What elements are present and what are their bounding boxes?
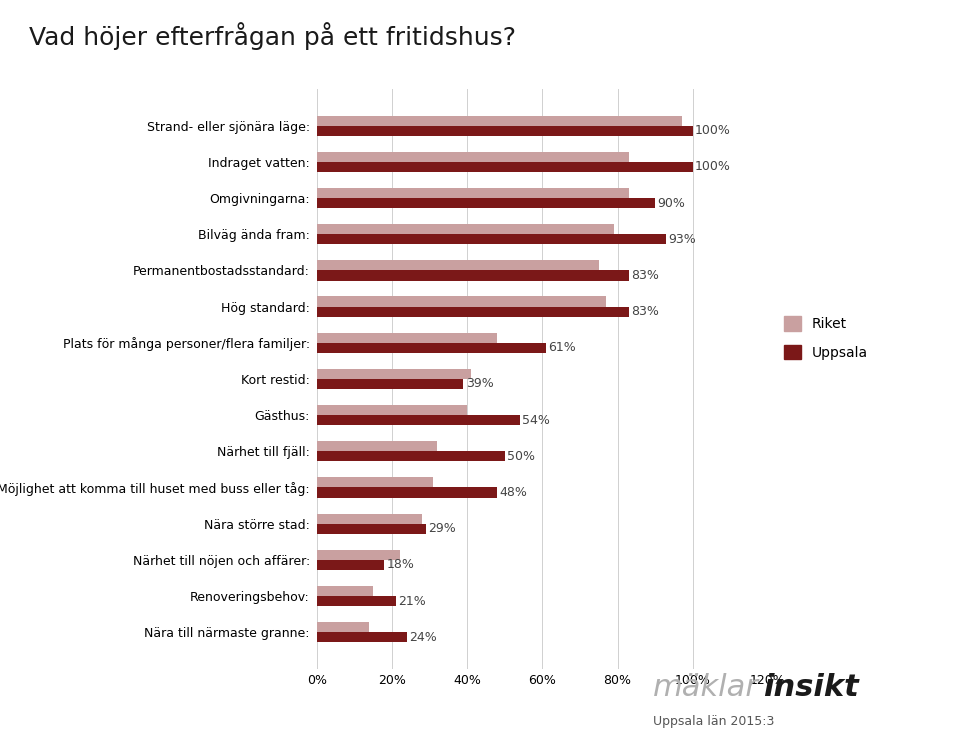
Text: 83%: 83% bbox=[631, 305, 659, 318]
Bar bbox=[317, 379, 464, 389]
Text: 100%: 100% bbox=[695, 160, 731, 173]
Bar bbox=[317, 333, 497, 343]
Text: 61%: 61% bbox=[548, 341, 576, 354]
Text: 100%: 100% bbox=[695, 124, 731, 137]
Text: 24%: 24% bbox=[409, 631, 437, 643]
Bar bbox=[317, 307, 629, 317]
Text: insikt: insikt bbox=[763, 673, 859, 702]
Bar bbox=[317, 162, 693, 172]
Bar bbox=[317, 524, 426, 533]
Text: 18%: 18% bbox=[387, 559, 415, 571]
Bar bbox=[317, 126, 693, 136]
Text: 48%: 48% bbox=[499, 486, 527, 499]
Bar bbox=[317, 115, 682, 126]
Bar bbox=[317, 260, 599, 270]
Bar bbox=[317, 234, 666, 244]
Bar bbox=[317, 369, 471, 379]
Text: 83%: 83% bbox=[631, 269, 659, 282]
Bar bbox=[317, 415, 520, 425]
Legend: Riket, Uppsala: Riket, Uppsala bbox=[784, 317, 868, 360]
Bar bbox=[317, 224, 613, 234]
Bar bbox=[317, 513, 422, 524]
Bar bbox=[317, 198, 655, 208]
Text: 93%: 93% bbox=[669, 233, 697, 246]
Text: 54%: 54% bbox=[522, 414, 550, 426]
Text: Vad höjer efterfrågan på ett fritidshus?: Vad höjer efterfrågan på ett fritidshus? bbox=[29, 22, 516, 51]
Bar bbox=[317, 296, 607, 307]
Bar bbox=[317, 622, 370, 632]
Bar bbox=[317, 477, 433, 487]
Bar bbox=[317, 343, 546, 353]
Text: Uppsala län 2015:3: Uppsala län 2015:3 bbox=[653, 716, 774, 728]
Text: mäklar: mäklar bbox=[653, 673, 758, 702]
Bar bbox=[317, 632, 407, 643]
Text: 90%: 90% bbox=[658, 197, 685, 210]
Bar bbox=[317, 270, 629, 281]
Bar bbox=[317, 560, 384, 570]
Bar bbox=[317, 441, 437, 451]
Text: 50%: 50% bbox=[507, 450, 535, 463]
Bar bbox=[317, 405, 468, 415]
Text: 21%: 21% bbox=[398, 594, 426, 608]
Bar bbox=[317, 596, 396, 606]
Bar bbox=[317, 152, 629, 162]
Bar bbox=[317, 550, 399, 560]
Text: 29%: 29% bbox=[428, 522, 456, 535]
Bar bbox=[317, 586, 373, 596]
Bar bbox=[317, 188, 629, 198]
Text: 39%: 39% bbox=[466, 377, 493, 391]
Bar bbox=[317, 487, 497, 498]
Bar bbox=[317, 451, 505, 461]
